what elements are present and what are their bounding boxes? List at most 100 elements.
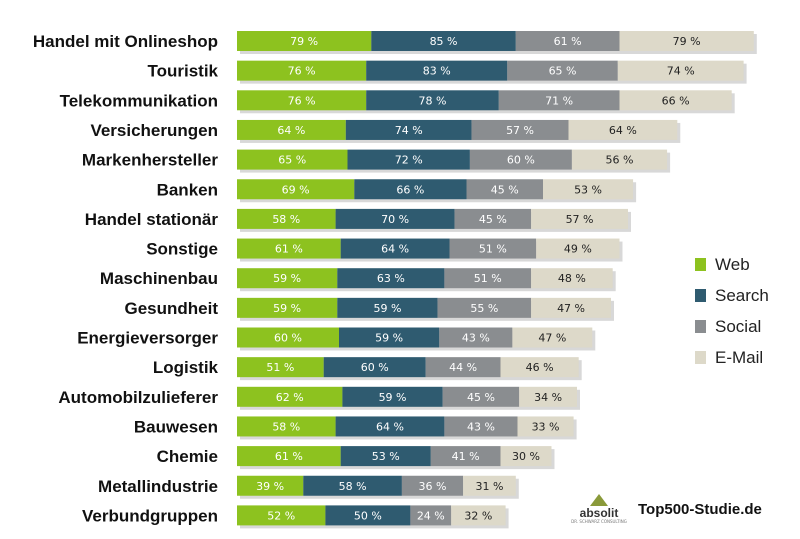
bar-segment-search bbox=[303, 475, 402, 496]
bar-segment-search bbox=[354, 179, 467, 200]
value-label: 33 % bbox=[532, 420, 560, 433]
bar-segment-web bbox=[237, 386, 343, 407]
value-label: 71 % bbox=[545, 94, 573, 107]
value-label: 64 % bbox=[277, 124, 305, 137]
bar-segment-search bbox=[366, 60, 508, 81]
value-label: 74 % bbox=[667, 65, 695, 78]
category-label: Energieversorger bbox=[77, 329, 218, 348]
bar-segment-email bbox=[568, 119, 678, 140]
bar-segment-email bbox=[617, 60, 744, 81]
value-label: 60 % bbox=[507, 154, 535, 167]
bar-segment-social bbox=[444, 416, 518, 437]
legend-label: Social bbox=[715, 317, 761, 336]
bar-segment-social bbox=[439, 327, 513, 348]
value-label: 70 % bbox=[381, 213, 409, 226]
bar-segment-social bbox=[442, 386, 520, 407]
category-label: Gesundheit bbox=[124, 299, 218, 318]
category-label: Touristik bbox=[147, 62, 218, 81]
bar-segment-social bbox=[466, 179, 543, 200]
brand-footer: absolit DR. SCHWARZ CONSULTING Top500-St… bbox=[568, 494, 762, 524]
legend-swatch bbox=[695, 351, 706, 364]
value-label: 45 % bbox=[467, 391, 495, 404]
value-label: 36 % bbox=[419, 480, 447, 493]
category-label: Automobilzulieferer bbox=[58, 388, 218, 407]
bar-segment-email bbox=[519, 386, 577, 407]
bar-segment-email bbox=[536, 238, 620, 259]
bar-segment-web bbox=[237, 90, 367, 111]
logo-subtext: DR. SCHWARZ CONSULTING bbox=[571, 519, 627, 524]
bar-segment-search bbox=[340, 238, 450, 259]
logo-text: absolit bbox=[579, 506, 619, 520]
value-label: 65 % bbox=[278, 154, 306, 167]
category-label: Telekommunikation bbox=[60, 91, 218, 110]
bar-segment-search bbox=[342, 386, 443, 407]
bar-segment-search bbox=[337, 297, 438, 318]
bar-segment-web bbox=[237, 149, 348, 170]
category-label: Bauwesen bbox=[134, 417, 218, 436]
value-label: 72 % bbox=[395, 154, 423, 167]
bar-segment-social bbox=[507, 60, 618, 81]
bar-segment-web bbox=[237, 357, 324, 378]
value-label: 48 % bbox=[558, 272, 586, 285]
value-label: 61 % bbox=[275, 243, 303, 256]
value-label: 44 % bbox=[449, 361, 477, 374]
bar-segment-search bbox=[325, 505, 411, 526]
bar-segment-email bbox=[512, 327, 593, 348]
value-label: 58 % bbox=[272, 213, 300, 226]
value-label: 34 % bbox=[534, 391, 562, 404]
category-label: Maschinenbau bbox=[100, 269, 218, 288]
value-label: 65 % bbox=[549, 65, 577, 78]
value-label: 47 % bbox=[538, 332, 566, 345]
bars-group: 79 % 85 % 61 % 79 % 76 % 83 % 65 % 74 % 76 % 78 %… bbox=[237, 31, 754, 526]
category-label: Metallindustrie bbox=[98, 477, 218, 496]
value-label: 59 % bbox=[373, 302, 401, 315]
bar-segment-search bbox=[366, 90, 499, 111]
bar-segment-email bbox=[571, 149, 668, 170]
value-label: 49 % bbox=[564, 243, 592, 256]
bar-segment-email bbox=[500, 357, 579, 378]
bar-segment-social bbox=[437, 297, 532, 318]
legend-swatch bbox=[695, 258, 706, 271]
value-label: 60 % bbox=[361, 361, 389, 374]
category-label: Banken bbox=[157, 180, 218, 199]
value-label: 59 % bbox=[379, 391, 407, 404]
value-label: 50 % bbox=[354, 509, 382, 522]
value-label: 61 % bbox=[554, 35, 582, 48]
value-label: 63 % bbox=[377, 272, 405, 285]
bar-segment-email bbox=[619, 90, 732, 111]
bar-segment-search bbox=[339, 327, 440, 348]
bar-segment-search bbox=[335, 416, 445, 437]
bar-segment-email bbox=[531, 297, 611, 318]
bar-segment-web bbox=[237, 31, 372, 51]
bar-segment-web bbox=[237, 268, 338, 289]
bar-segment-search bbox=[335, 208, 455, 229]
value-label: 74 % bbox=[395, 124, 423, 137]
absolit-logo: absolit DR. SCHWARZ CONSULTING bbox=[568, 494, 630, 524]
bar-segment-web bbox=[237, 119, 346, 140]
site-url: Top500-Studie.de bbox=[638, 500, 762, 518]
bar-segment-social bbox=[410, 505, 452, 526]
bar-segment-email bbox=[619, 31, 754, 51]
value-label: 76 % bbox=[288, 65, 316, 78]
value-label: 57 % bbox=[566, 213, 594, 226]
value-label: 66 % bbox=[662, 94, 690, 107]
value-label: 56 % bbox=[606, 154, 634, 167]
value-label: 45 % bbox=[491, 183, 519, 196]
value-label: 85 % bbox=[430, 35, 458, 48]
category-label: Logistik bbox=[153, 358, 219, 377]
bar-segment-search bbox=[337, 268, 445, 289]
value-label: 24 % bbox=[417, 509, 445, 522]
bar-segment-email bbox=[517, 416, 574, 437]
legend-swatch bbox=[695, 320, 706, 333]
bar-segment-web bbox=[237, 208, 336, 229]
category-label: Sonstige bbox=[146, 240, 218, 259]
bar-segment-social bbox=[449, 238, 537, 259]
value-label: 60 % bbox=[274, 332, 302, 345]
bar-segment-social bbox=[498, 90, 620, 111]
bar-segment-social bbox=[430, 446, 501, 467]
value-label: 41 % bbox=[452, 450, 480, 463]
bar-segment-web bbox=[237, 297, 338, 318]
value-label: 57 % bbox=[506, 124, 534, 137]
value-label: 45 % bbox=[479, 213, 507, 226]
legend: Web Search Social E-Mail bbox=[695, 255, 769, 367]
